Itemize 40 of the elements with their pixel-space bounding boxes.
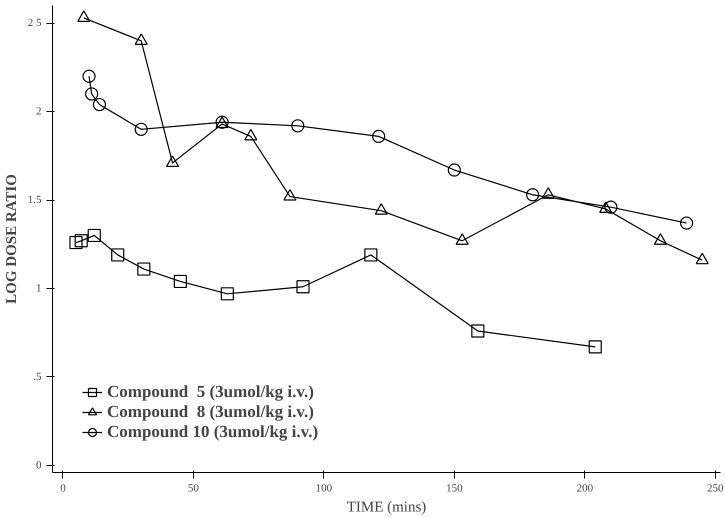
point [174, 274, 187, 288]
point [372, 130, 386, 143]
point [364, 248, 378, 262]
point [74, 234, 88, 248]
legend-label: Compound 8 (3umol/kg i.v.) [107, 402, 314, 422]
point [291, 119, 304, 132]
point [82, 70, 96, 83]
point [283, 189, 297, 201]
point [448, 163, 461, 177]
x-axis-title: TIME (mins) [346, 500, 426, 516]
x-tick-label: 50 [188, 482, 200, 494]
point [134, 122, 148, 136]
point [471, 324, 484, 338]
point [69, 236, 83, 250]
y-tick-label: 2 [36, 106, 42, 118]
y-tick-label: 1.5 [28, 194, 42, 206]
y-tick-label: 2 5 [28, 17, 42, 30]
point [85, 87, 98, 101]
y-tick-label: .5 [33, 370, 42, 383]
legend-label: Compound 10 (3umol/kg i.v.) [107, 422, 318, 442]
legend-label: Compound 5 (3umol/kg i.v.) [107, 382, 314, 402]
point [604, 200, 618, 214]
y-tick-label: 0 [36, 459, 42, 472]
point [137, 262, 150, 276]
point [216, 116, 229, 129]
point [588, 340, 602, 354]
point [88, 228, 101, 242]
x-tick-label: 150 [446, 482, 464, 494]
x-tick-label: 200 [576, 482, 594, 494]
x-tick-label: 0 [60, 482, 66, 494]
point [220, 287, 234, 300]
y-tick-label: 1 [36, 282, 42, 295]
point [526, 188, 540, 202]
x-tick-label: 250 [707, 482, 724, 494]
point [296, 280, 310, 294]
x-tick-label: 100 [316, 482, 333, 494]
point [111, 248, 124, 262]
y-axis-title: LOG DOSE RATIO [4, 174, 20, 304]
point [92, 98, 106, 112]
point [680, 216, 694, 230]
